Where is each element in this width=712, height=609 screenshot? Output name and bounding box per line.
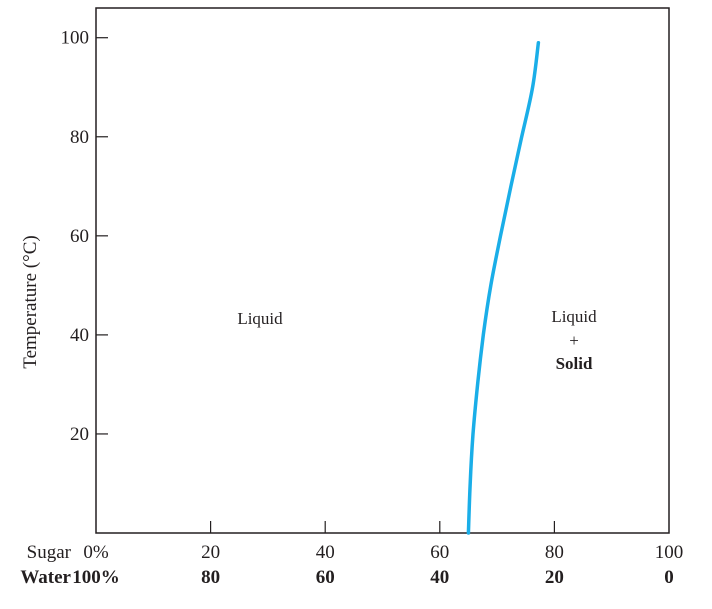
- x-tick-label-sugar: 20: [201, 542, 220, 563]
- x-axis-name-water: Water: [20, 567, 71, 588]
- region-label-plus: +: [569, 331, 579, 350]
- y-axis-title: Temperature (°C): [20, 235, 41, 368]
- x-tick-label-water: 60: [316, 567, 335, 588]
- x-axis-ticks: 0% 20 40 60 80 100 100% 80 60 40 20 0: [72, 521, 683, 588]
- y-tick-label: 60: [70, 226, 89, 247]
- x-tick-label-sugar: 100: [655, 542, 684, 563]
- x-tick-label-sugar: 80: [545, 542, 564, 563]
- x-tick-label-water: 80: [201, 567, 220, 588]
- y-tick-label: 100: [61, 28, 90, 49]
- plot-frame: [95, 7, 670, 534]
- y-axis-ticks: 20 40 60 80 100: [61, 28, 108, 445]
- y-tick-label: 20: [70, 424, 89, 445]
- y-tick-label: 80: [70, 127, 89, 148]
- region-label-liquid-solid-top: Liquid: [551, 307, 597, 326]
- x-tick-label-water: 20: [545, 567, 564, 588]
- series-layer: [466, 40, 541, 535]
- region-label-liquid: Liquid: [237, 309, 283, 328]
- y-tick-label: 40: [70, 325, 89, 346]
- x-tick-label-water: 0: [664, 567, 674, 588]
- x-tick-label-water: 100%: [72, 567, 120, 588]
- solubility-curve: [466, 40, 541, 535]
- x-tick-label-sugar: 60: [430, 542, 449, 563]
- region-label-solid: Solid: [556, 354, 593, 373]
- x-tick-label-water: 40: [430, 567, 449, 588]
- x-tick-label-sugar: 0%: [83, 542, 109, 563]
- x-tick-label-sugar: 40: [316, 542, 335, 563]
- x-axis-name-sugar: Sugar: [27, 542, 72, 563]
